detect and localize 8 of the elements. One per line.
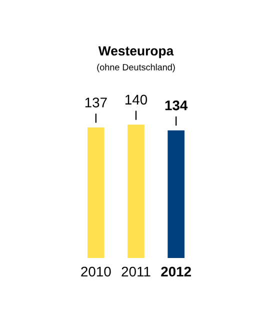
x-tick-label: 2012: [161, 266, 191, 277]
chart-subtitle: (ohne Deutschland): [97, 64, 175, 72]
x-tick-label: 2010: [81, 266, 111, 277]
data-label: 137: [85, 98, 107, 108]
chart-title: Westeuropa: [98, 46, 174, 58]
data-label: 140: [125, 94, 148, 105]
data-label: 134: [165, 100, 188, 110]
x-tick-label: 2011: [122, 266, 150, 277]
